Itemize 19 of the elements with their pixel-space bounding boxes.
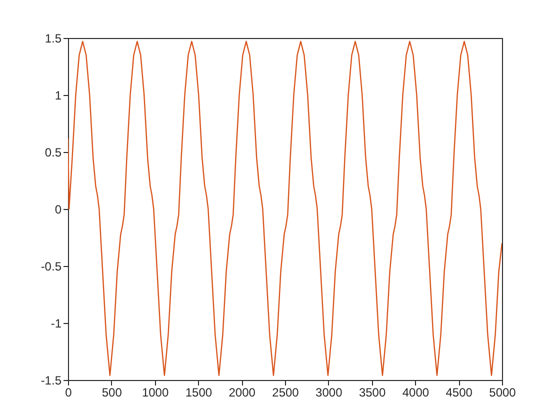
x-tick-label: 5000 xyxy=(489,386,516,400)
x-tick-label: 1000 xyxy=(142,386,169,400)
x-tick-label: 2000 xyxy=(228,386,256,400)
y-tick-label: -1.5 xyxy=(40,374,62,388)
y-tick-label: 0 xyxy=(54,202,62,216)
y-tick-label: 1.5 xyxy=(44,32,62,46)
x-tick-label: 4000 xyxy=(402,386,430,400)
x-tick-label: 2500 xyxy=(272,386,300,400)
y-tick-label: -1 xyxy=(50,316,62,330)
x-tick-label: 3500 xyxy=(358,386,386,400)
line-series xyxy=(68,40,502,376)
x-tick-label: 500 xyxy=(102,386,122,400)
x-tick-label: 0 xyxy=(65,386,72,400)
x-tick-label: 4500 xyxy=(446,386,473,400)
y-tick-label: -0.5 xyxy=(40,260,62,274)
x-tick-label: 1500 xyxy=(185,386,212,400)
x-tick-label: 3000 xyxy=(316,386,343,400)
y-tick-label: 1 xyxy=(54,88,62,102)
y-tick-label: 0.5 xyxy=(44,146,62,160)
